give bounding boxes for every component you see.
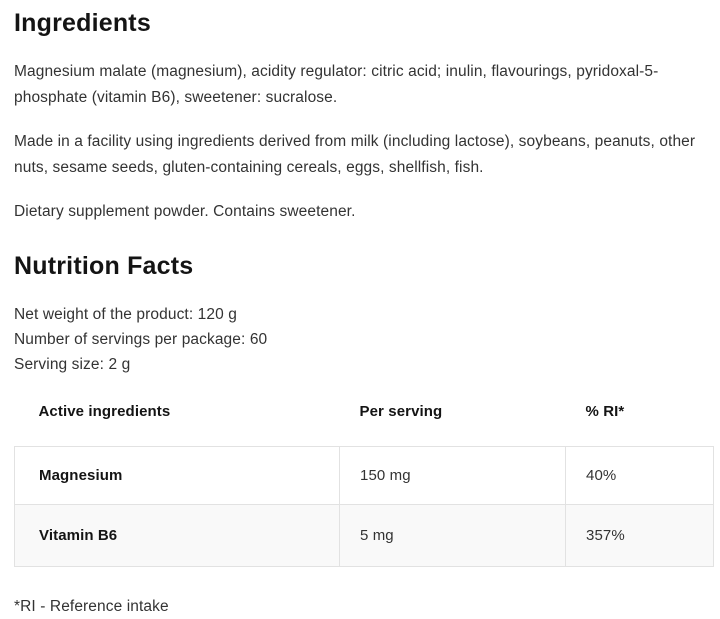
nutrition-facts-section: Nutrition Facts Net weight of the produc… xyxy=(14,251,714,619)
allergen-notice-text: Made in a facility using ingredients der… xyxy=(14,133,696,176)
net-weight-line: Net weight of the product: 120 g xyxy=(14,306,237,323)
ingredients-section: Ingredients Magnesium malate (magnesium)… xyxy=(14,8,706,225)
column-header-active-ingredients: Active ingredients xyxy=(38,403,171,420)
nutrition-table-body: Magnesium 150 mg 40% Vitamin B6 5 mg 357… xyxy=(14,446,714,567)
column-header-percent-ri: % RI* xyxy=(585,403,625,420)
ingredients-heading: Ingredients xyxy=(14,9,151,37)
ingredient-name-cell: Vitamin B6 xyxy=(14,504,340,567)
nutrition-table: Active ingredients Per serving % RI* Mag… xyxy=(14,393,714,567)
ingredients-composition-text: Magnesium malate (magnesium), acidity re… xyxy=(14,63,659,106)
column-header-per-serving: Per serving xyxy=(359,403,443,420)
reference-intake-footnote: *RI - Reference intake xyxy=(14,598,169,615)
percent-ri-cell: 40% xyxy=(565,446,714,505)
product-statement-text: Dietary supplement powder. Contains swee… xyxy=(14,203,356,220)
nutrition-facts-heading: Nutrition Facts xyxy=(14,252,194,280)
table-row-magnesium: Magnesium 150 mg 40% xyxy=(14,446,714,505)
serving-size-line: Serving size: 2 g xyxy=(14,356,131,373)
servings-per-package-line: Number of servings per package: 60 xyxy=(14,331,268,348)
per-serving-cell: 150 mg xyxy=(339,446,566,505)
nutrition-table-header: Active ingredients Per serving % RI* xyxy=(15,393,714,447)
table-row-vitamin-b6: Vitamin B6 5 mg 357% xyxy=(14,504,714,567)
percent-ri-cell: 357% xyxy=(565,504,714,567)
ingredient-name-cell: Magnesium xyxy=(14,446,340,505)
per-serving-cell: 5 mg xyxy=(339,504,566,567)
header-row: Active ingredients Per serving % RI* xyxy=(15,393,714,447)
